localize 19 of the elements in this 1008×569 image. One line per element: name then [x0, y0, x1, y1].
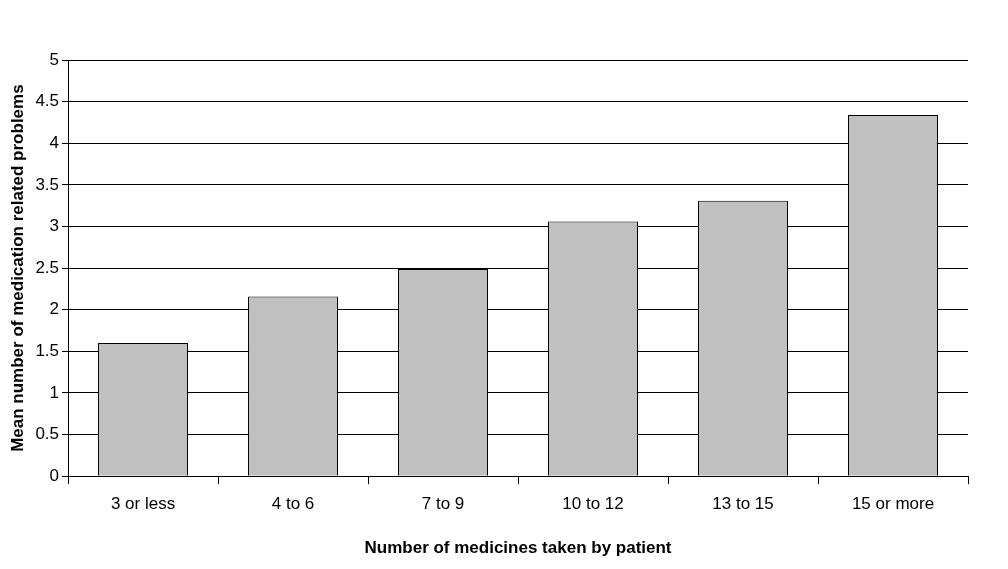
- x-tick-label: 3 or less: [110, 494, 176, 514]
- y-tick-label: 2.5: [35, 257, 60, 277]
- y-tick-label: 4.5: [35, 91, 60, 111]
- y-tick-label: 0.5: [35, 424, 60, 444]
- x-tick-label: 4 to 6: [271, 494, 315, 514]
- y-tick-label: 0: [49, 465, 60, 485]
- x-tick-label: 7 to 9: [421, 494, 465, 514]
- y-tick-label: 2: [49, 299, 60, 319]
- y-axis-title: Mean number of medication related problems: [7, 84, 27, 452]
- y-tick-label: 3: [49, 216, 60, 236]
- x-tick-label: 13 to 15: [712, 494, 774, 514]
- y-tick-label: 1: [49, 382, 60, 402]
- y-tick-label: 4: [49, 132, 60, 152]
- x-tick-label: 15 or more: [851, 494, 935, 514]
- y-tick-label: 3.5: [35, 174, 60, 194]
- y-tick-label: 1.5: [35, 341, 60, 361]
- x-tick-label: 10 to 12: [562, 494, 624, 514]
- x-axis-title: Number of medicines taken by patient: [364, 538, 672, 558]
- y-tick-label: 5: [49, 49, 60, 69]
